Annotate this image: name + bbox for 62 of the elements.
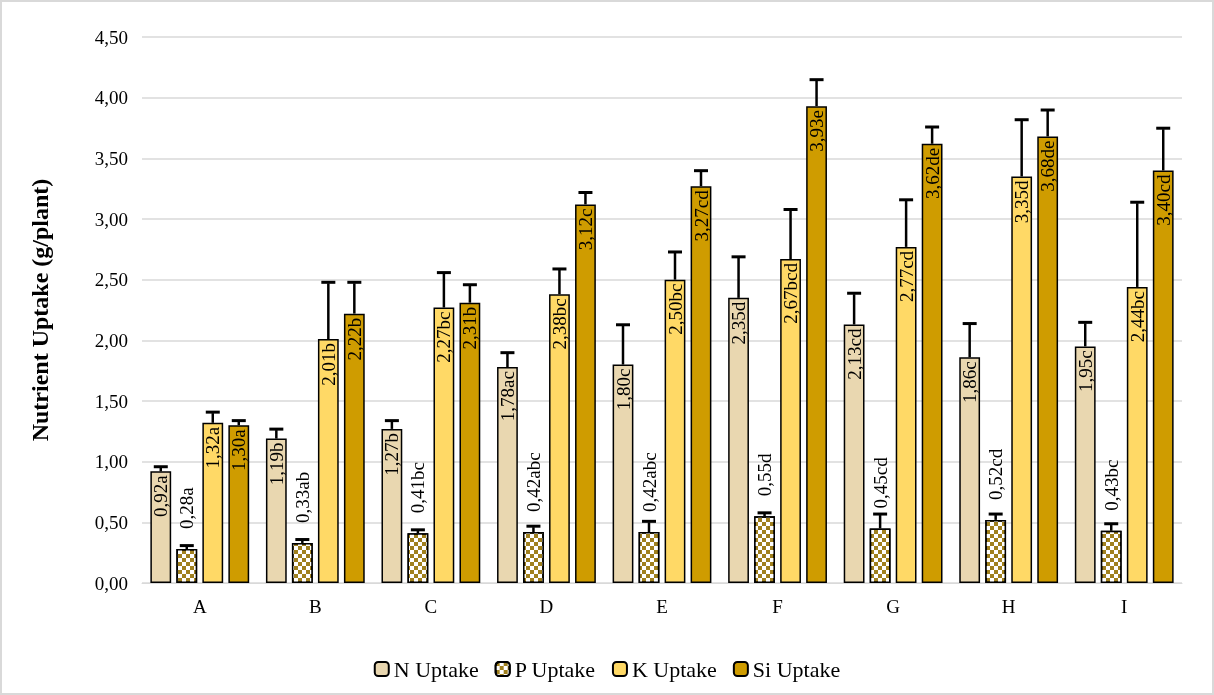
data-label: 2,13cd: [843, 328, 865, 380]
data-label: 1,19b: [265, 442, 287, 486]
data-label: 2,44bc: [1126, 290, 1148, 343]
data-label: 1,80c: [612, 368, 634, 411]
data-label: 2,35d: [728, 301, 750, 345]
y-axis-title: Nutrient Uptake (g/plant): [27, 178, 53, 442]
x-tick-label: G: [886, 596, 901, 617]
legend-label: N Uptake: [393, 656, 479, 682]
data-label: 2,01b: [317, 343, 339, 386]
data-label: 0,42abc: [522, 452, 544, 513]
data-label: 0,42abc: [638, 452, 660, 513]
data-label: 2,67bcd: [780, 262, 802, 324]
data-label: 2,31b: [459, 306, 481, 350]
x-tick-label: F: [772, 596, 783, 617]
x-tick-label: E: [656, 596, 668, 617]
x-tick-label: D: [539, 596, 554, 617]
y-tick-label: 0,00: [94, 572, 128, 594]
x-tick-label: B: [308, 596, 322, 617]
data-label: 3,68de: [1037, 140, 1059, 192]
data-label: 0,92a: [150, 474, 172, 518]
y-tick-label: 3,50: [94, 147, 128, 169]
data-label: 0,33ab: [291, 471, 313, 523]
data-label: 1,86c: [959, 361, 981, 404]
x-tick-label: H: [1001, 596, 1016, 617]
data-label: 2,27bc: [433, 311, 455, 363]
data-label: 1,32a: [202, 426, 224, 469]
y-tick-label: 1,50: [94, 390, 128, 412]
data-label: 3,35d: [1011, 180, 1033, 224]
data-label: 0,43bc: [1100, 459, 1122, 511]
y-tick-label: 4,00: [94, 87, 128, 109]
bar: [228, 425, 250, 583]
data-label: 1,78ac: [496, 371, 518, 422]
y-tick-label: 0,50: [94, 511, 128, 533]
x-tick-label: I: [1121, 596, 1128, 617]
bar: [150, 471, 172, 583]
data-label: 0,41bc: [407, 462, 429, 514]
legend-label: Si Uptake: [752, 656, 841, 682]
data-label: 0,52cd: [985, 448, 1007, 500]
data-label: 1,95c: [1074, 350, 1096, 393]
legend-label: K Uptake: [631, 656, 717, 682]
data-label: 0,45cd: [869, 456, 891, 509]
data-label: 3,93e: [806, 110, 828, 152]
data-label: 0,55d: [754, 453, 776, 497]
y-tick-label: 4,50: [94, 26, 128, 48]
data-label: 3,62de: [921, 147, 943, 199]
data-label: 2,50bc: [664, 283, 686, 335]
data-label: 0,28a: [176, 486, 198, 530]
y-tick-label: 1,00: [94, 451, 128, 473]
legend-label: P Uptake: [514, 656, 596, 682]
data-label: 2,22b: [343, 317, 365, 361]
data-label: 3,12c: [574, 208, 596, 251]
y-tick-label: 2,00: [94, 329, 128, 351]
data-label: 3,27cd: [690, 189, 712, 242]
x-tick-label: C: [424, 596, 438, 617]
data-label: 1,27b: [381, 432, 403, 476]
data-label: 1,30a: [228, 428, 250, 471]
y-tick-label: 2,50: [94, 269, 128, 291]
data-label: 2,77cd: [895, 250, 917, 303]
data-label: 2,38bc: [548, 298, 570, 350]
y-tick-label: 3,00: [94, 208, 128, 230]
x-tick-label: A: [192, 596, 207, 617]
data-label: 3,40cd: [1152, 173, 1174, 226]
